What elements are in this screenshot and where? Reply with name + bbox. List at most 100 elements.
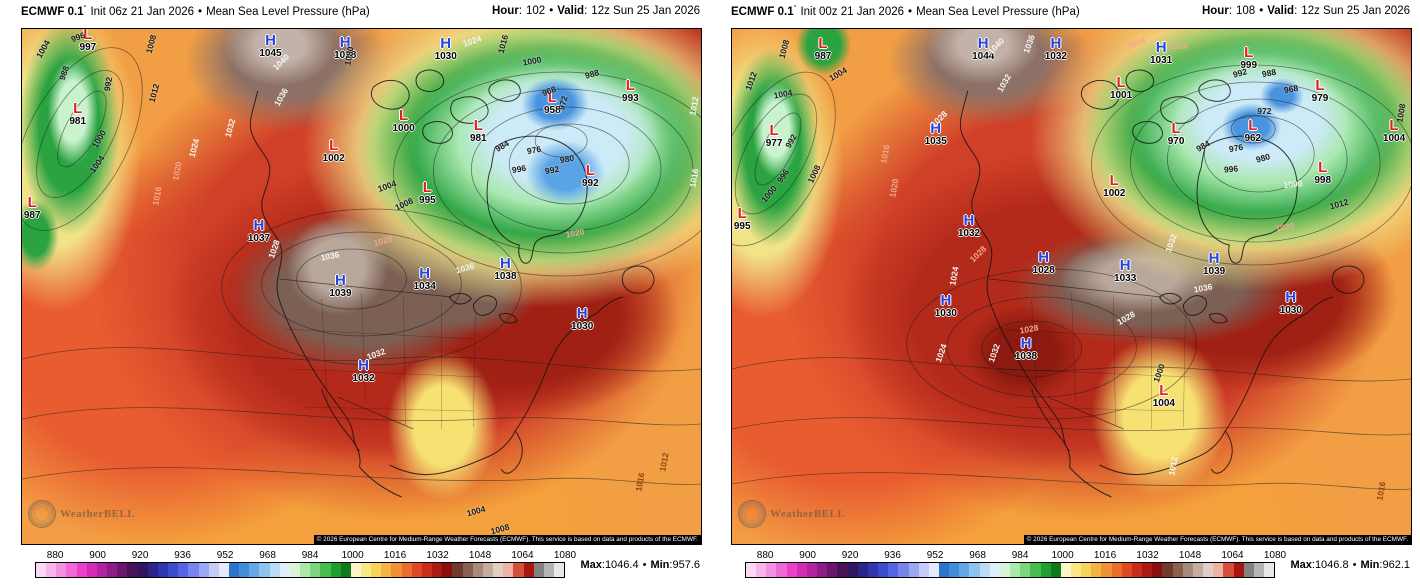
- colorbar-cell: [513, 563, 524, 577]
- copyright-strip: © 2026 European Centre for Medium-Range …: [313, 535, 701, 544]
- colorbar-cell: [999, 563, 1011, 577]
- map-title: ECMWF 0.1° Init 06z 21 Jan 2026 • Mean Sea …: [21, 5, 370, 18]
- valid-time-readout: Hour: 108 • Valid: 12z Sun 25 Jan 2026: [1202, 5, 1410, 18]
- colorbar-cell: [66, 563, 77, 577]
- colorbar-cell: [533, 563, 544, 577]
- degree-symbol: °: [83, 5, 87, 12]
- colorbar-cell: [442, 563, 453, 577]
- colorbar-cell: [1213, 563, 1224, 577]
- product-name: Mean Sea Level Pressure (hPa): [916, 5, 1080, 18]
- init-time: Init 00z 21 Jan 2026: [800, 5, 905, 18]
- colorbar-cell: [381, 563, 392, 577]
- valid-label: Valid: [1267, 5, 1295, 17]
- colorbar-cell: [218, 563, 229, 577]
- colorbar-tick: 1064: [511, 550, 534, 561]
- colorbar-cell: [350, 563, 361, 577]
- colorbar-cell: [523, 563, 534, 577]
- colorbar-cell: [756, 563, 767, 577]
- colon: :: [518, 5, 523, 17]
- colorbar-cell: [137, 563, 148, 577]
- colorbar-cell: [96, 563, 108, 577]
- colorbar-cell: [340, 563, 351, 577]
- colorbar-cell: [827, 563, 838, 577]
- valid-value: 12z Sun 25 Jan 2026: [1301, 5, 1410, 17]
- colorbar-scale: [35, 562, 565, 578]
- colorbar-cell: [208, 563, 219, 577]
- colorbar-cell: [1111, 563, 1122, 577]
- hour-label: Hour: [491, 5, 519, 17]
- colorbar-cell: [127, 563, 138, 577]
- watermark-logo: WeatherBELL: [738, 500, 845, 528]
- colorbar-cell: [76, 563, 87, 577]
- colon: :: [1311, 559, 1315, 571]
- colorbar-cell: [361, 563, 372, 577]
- colorbar-cell: [543, 563, 554, 577]
- colorbar-cell: [969, 563, 980, 577]
- bullet-separator: •: [198, 5, 203, 18]
- colorbar-cell: [938, 563, 950, 577]
- colorbar-cell: [1142, 563, 1153, 577]
- colorbar-cell: [330, 563, 341, 577]
- colorbar-cell: [1081, 563, 1092, 577]
- colorbar-cell: [279, 563, 290, 577]
- colon: :: [1294, 5, 1298, 17]
- colorbar-tick: 968: [259, 550, 276, 561]
- colorbar-cell: [391, 563, 402, 577]
- max-label: Max: [1290, 559, 1312, 571]
- coastline-contours: [22, 29, 701, 498]
- colorbar-tick: 984: [301, 550, 319, 561]
- colorbar-tick: 1032: [1136, 550, 1159, 561]
- watermark-logo: WeatherBELL: [28, 500, 135, 528]
- colorbar-cell: [979, 563, 990, 577]
- colorbar-cell: [1091, 563, 1102, 577]
- colorbar-cell: [1010, 563, 1021, 577]
- colorbar-cell: [837, 563, 848, 577]
- bullet-separator: •: [549, 5, 554, 17]
- colorbar-cell: [178, 563, 189, 577]
- colorbar-cell: [1233, 563, 1244, 577]
- colorbar-cell: [1060, 563, 1071, 577]
- colorbar-tick: 968: [969, 550, 986, 561]
- colorbar-tick: 984: [1011, 550, 1029, 561]
- pressure-map: WeatherBELL © 2026 European Centre for M…: [21, 28, 702, 545]
- colorbar-cell: [432, 563, 443, 577]
- model-name: ECMWF 0.1: [21, 5, 84, 18]
- colorbar-cell: [117, 563, 128, 577]
- colorbar-cell: [310, 563, 321, 577]
- colorbar-tick: 880: [756, 550, 774, 561]
- colorbar-tick: 1000: [1051, 550, 1074, 561]
- colorbar-tick: 1048: [1178, 550, 1202, 561]
- colorbar-tick: 952: [216, 550, 234, 561]
- colorbar-cell: [847, 563, 858, 577]
- hour-label: Hour: [1201, 5, 1229, 17]
- colon: :: [1228, 5, 1233, 17]
- colorbar-tick-labels: 880 900 920 936 952 968 984 1000 1016 1032 1048 106…: [745, 550, 1286, 562]
- colorbar-scale: [745, 562, 1275, 578]
- pressure-map: WeatherBELL © 2026 European Centre for M…: [731, 28, 1412, 545]
- colorbar-tick: 1016: [383, 550, 407, 561]
- colorbar-cell: [1263, 563, 1275, 577]
- colorbar-cell: [857, 563, 868, 577]
- colorbar-cell: [472, 563, 483, 577]
- weatherbell-circle-icon: [738, 500, 766, 528]
- valid-value: 12z Sun 25 Jan 2026: [591, 5, 700, 17]
- colorbar-tick: 952: [926, 550, 944, 561]
- colorbar-cell: [188, 563, 199, 577]
- forecast-panel-right: ECMWF 0.1° Init 00z 21 Jan 2026 • Mean Sea …: [710, 0, 1420, 585]
- colorbar-cell: [300, 563, 311, 577]
- colorbar-cell: [1101, 563, 1112, 577]
- colorbar-cell: [289, 563, 301, 577]
- colorbar-cell: [776, 563, 787, 577]
- map-title: ECMWF 0.1° Init 00z 21 Jan 2026 • Mean Sea …: [731, 5, 1080, 18]
- valid-label: Valid: [557, 5, 585, 17]
- hour-value: 102: [526, 5, 546, 17]
- colorbar: 880 900 920 936 952 968 984 1000 1016 1032 1048 106…: [745, 550, 1286, 578]
- colorbar-cell: [918, 563, 929, 577]
- colorbar-cell: [157, 563, 169, 577]
- colorbar-cell: [46, 563, 57, 577]
- colorbar-cell: [228, 563, 240, 577]
- colorbar-tick: 920: [131, 550, 149, 561]
- colorbar-cell: [949, 563, 960, 577]
- copyright-strip: © 2026 European Centre for Medium-Range …: [1023, 535, 1411, 544]
- colorbar-cell: [878, 563, 889, 577]
